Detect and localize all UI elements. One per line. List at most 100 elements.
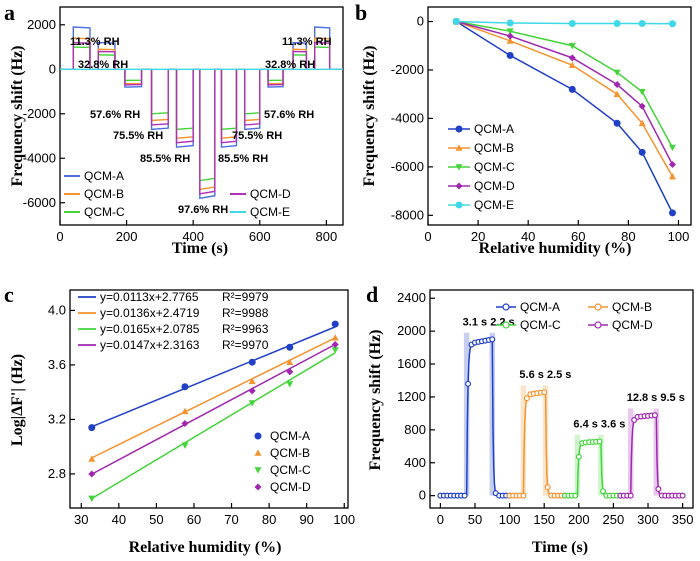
- legend-label: QCM-B: [270, 446, 310, 460]
- legend-label: QCM-B: [84, 187, 124, 201]
- x-axis-label-a: Time (s): [172, 240, 228, 257]
- series-line-QCM-C: [564, 440, 621, 497]
- data-point-QCM-D: [331, 341, 339, 348]
- data-point-QCM-D: [655, 486, 662, 493]
- x-tick-label: 600: [249, 229, 271, 244]
- data-point-QCM-A: [88, 424, 96, 432]
- data-point-QCM-A: [248, 358, 256, 366]
- data-point-QCM-C: [600, 488, 607, 495]
- series-line-QCM-C: [456, 20, 674, 148]
- legend-label: QCM-D: [270, 480, 311, 494]
- series-line-QCM-D: [60, 41, 343, 195]
- data-point-QCM-B: [181, 407, 189, 415]
- legend-label: QCM-E: [250, 205, 290, 219]
- data-point-QCM-B: [541, 389, 548, 396]
- data-point-QCM-A: [506, 51, 514, 59]
- data-point-QCM-E: [613, 19, 621, 27]
- legend-label: QCM-A: [84, 169, 124, 183]
- series-line-QCM-B: [456, 20, 674, 177]
- step-annotation: 75.5% RH: [232, 130, 282, 142]
- legend-label: QCM-C: [520, 318, 561, 332]
- x-tick-label: 20: [471, 229, 485, 244]
- x-tick-label: 60: [571, 229, 585, 244]
- plot-frame-b: [427, 6, 692, 226]
- data-point-QCM-D: [248, 387, 256, 395]
- data-point-QCM-C: [88, 495, 96, 502]
- panel-b: b Relative humidity (%) Frequency shift …: [355, 0, 692, 257]
- data-point-QCM-A: [331, 320, 339, 328]
- fit-r-squared: R²=9970: [222, 338, 269, 352]
- plot-frame-a: [59, 6, 344, 226]
- fit-line-QCM-B: [91, 337, 336, 459]
- series-line-QCM-A: [455, 20, 674, 214]
- data-point-QCM-C: [331, 347, 339, 354]
- x-tick-label: 80: [621, 229, 635, 244]
- x-tick-label: 200: [568, 512, 590, 527]
- fit-line-QCM-D: [91, 343, 336, 475]
- panel-label-a: a: [4, 0, 15, 25]
- x-tick-label: 0: [437, 512, 444, 527]
- data-point-QCM-A: [613, 119, 621, 127]
- step-annotation: 11.3% RH: [70, 36, 120, 48]
- response-time-label: 12.8 s 9.5 s: [627, 392, 685, 404]
- data-point-QCM-A: [568, 85, 576, 93]
- series-line-QCM-E: [456, 20, 673, 25]
- x-tick-label: 200: [116, 229, 138, 244]
- y-tick-label: 3.6: [48, 357, 66, 372]
- legend-label: QCM-C: [270, 463, 311, 477]
- data-point-QCM-A: [465, 380, 472, 387]
- y-tick-label: 0: [49, 61, 56, 76]
- fit-r-squared: R²=9963: [222, 322, 269, 336]
- y-tick-label: -2000: [391, 62, 424, 77]
- legend-label: QCM-D: [250, 187, 291, 201]
- data-point-QCM-B: [523, 395, 530, 402]
- step-annotation: 57.6% RH: [90, 109, 140, 121]
- y-axis-label-a: Frequency shift (Hz): [9, 45, 26, 186]
- fit-equation: y=0.0165x+2.0785: [100, 322, 200, 336]
- x-axis-label-b: Relative humidity (%): [479, 240, 632, 257]
- data-point-QCM-B: [568, 61, 576, 68]
- panel-d: d Time (s) Frequency shift (Hz) 0 50 100 15…: [366, 282, 694, 556]
- legend-marker: [455, 182, 463, 190]
- legend-label: QCM-B: [474, 141, 514, 155]
- panel-c: c Relative humidity (%) Log|ΔF'| (Hz) 30…: [4, 282, 355, 556]
- data-point-QCM-D: [668, 160, 676, 168]
- data-point-QCM-E: [638, 19, 646, 27]
- response-time-label: 6.4 s 3.6 s: [573, 418, 625, 430]
- x-tick-label: 400: [182, 229, 204, 244]
- data-point-QCM-B: [286, 358, 294, 366]
- y-tick-label: 1600: [397, 356, 426, 371]
- legend-label: QCM-E: [474, 198, 514, 212]
- legend-label: QCM-D: [612, 318, 653, 332]
- data-point-QCM-A: [638, 148, 646, 156]
- data-point-QCM-E: [452, 18, 460, 26]
- y-tick-label: 2000: [397, 323, 426, 338]
- x-tick-label: 40: [521, 229, 535, 244]
- y-tick-label: 800: [404, 422, 426, 437]
- legend-marker: [254, 449, 262, 456]
- x-tick-label: 250: [603, 512, 625, 527]
- step-annotation: 11.3% RH: [282, 36, 332, 48]
- x-tick-label: 100: [668, 229, 690, 244]
- x-tick-label: 90: [299, 512, 313, 527]
- x-tick-label: 100: [499, 512, 521, 527]
- y-tick-label: -8000: [391, 207, 424, 222]
- y-tick-label: -4000: [391, 110, 424, 125]
- step-annotation: 57.6% RH: [264, 109, 314, 121]
- data-point-QCM-A: [668, 209, 676, 217]
- x-axis-label-d: Time (s): [532, 539, 588, 556]
- y-tick-label: 400: [404, 455, 426, 470]
- legend-marker: [455, 144, 463, 151]
- y-tick-label: 1200: [397, 389, 426, 404]
- y-tick-label: -6000: [391, 159, 424, 174]
- data-point-QCM-B: [668, 173, 676, 180]
- panel-label-b: b: [355, 0, 367, 25]
- data-point-QCM-C: [613, 69, 621, 76]
- data-point-QCM-E: [506, 19, 514, 27]
- legend-label: QCM-A: [270, 429, 310, 443]
- data-point-QCM-D: [568, 54, 576, 62]
- data-point-QCM-D: [679, 492, 686, 499]
- step-annotation: 85.5% RH: [140, 153, 190, 165]
- data-point-QCM-D: [181, 420, 189, 428]
